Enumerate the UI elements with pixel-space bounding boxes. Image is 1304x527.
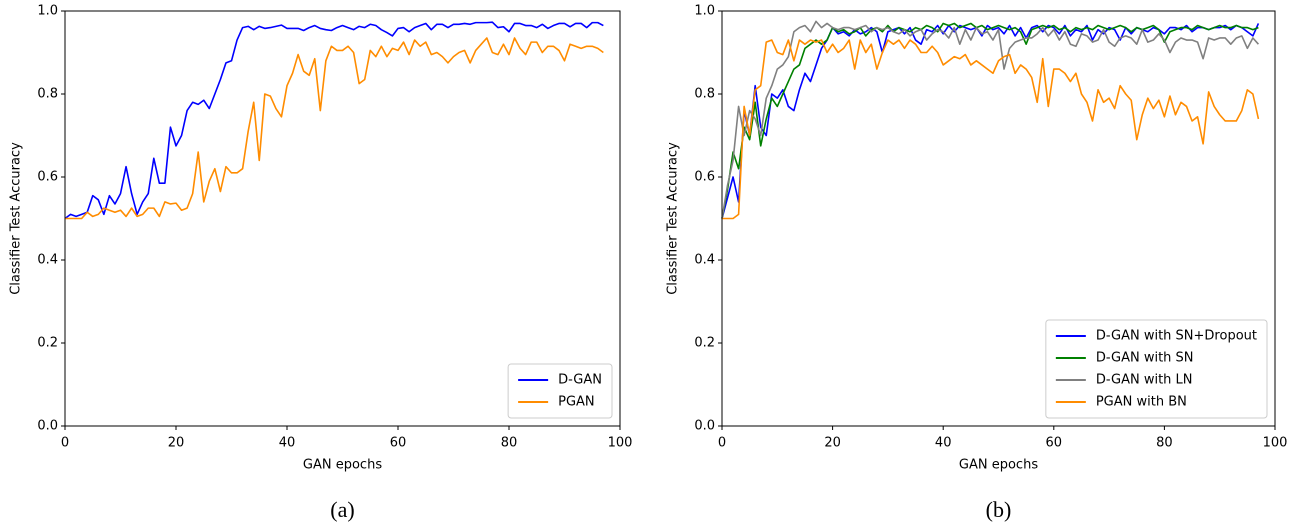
line-series <box>721 23 1260 219</box>
y-tick-label: 1.0 <box>37 4 58 19</box>
x-tick-label: 100 <box>1263 436 1288 451</box>
y-tick-label: 0.0 <box>694 419 715 434</box>
legend-label: D-GAN with LN <box>1096 373 1193 388</box>
x-axis-label: GAN epochs <box>959 458 1038 473</box>
x-tick-label: 0 <box>718 436 726 451</box>
line-series <box>65 37 604 220</box>
line-series <box>721 22 1259 219</box>
plot-frame <box>721 10 1276 427</box>
caption: (a) <box>330 497 354 522</box>
x-tick-label: 0 <box>61 436 69 451</box>
y-axis-label: Classifier Test Accuracy <box>9 142 24 295</box>
line-series <box>721 20 1260 219</box>
legend: D-GAN with SN+Dropout D-GAN with SN D-GAN … <box>1045 319 1268 419</box>
legend-frame <box>1045 319 1268 419</box>
x-axis-label: GAN epochs <box>303 458 382 473</box>
y-tick-label: 0.6 <box>694 170 715 185</box>
x-tick-label: 60 <box>1046 436 1063 451</box>
line-series <box>64 21 604 220</box>
legend-label: D-GAN <box>558 373 602 388</box>
y-tick-label: 0.8 <box>37 87 58 102</box>
y-tick-label: 0.8 <box>694 87 715 102</box>
x-tick-label: 80 <box>501 436 518 451</box>
y-tick-label: 1.0 <box>694 4 715 19</box>
y-tick-label: 0.2 <box>694 336 715 351</box>
caption: (b) <box>986 497 1012 522</box>
legend-label: PGAN with BN <box>1096 395 1187 410</box>
legend-frame <box>507 363 613 419</box>
x-tick-label: 40 <box>279 436 296 451</box>
y-axis-label: Classifier Test Accuracy <box>666 142 681 295</box>
y-tick-label: 0.4 <box>694 253 715 268</box>
x-tick-label: 20 <box>168 436 185 451</box>
legend-label: PGAN <box>558 395 595 410</box>
x-tick-label: 100 <box>608 436 633 451</box>
x-tick-label: 60 <box>390 436 407 451</box>
legend-label: D-GAN with SN+Dropout <box>1096 329 1257 344</box>
line-series <box>722 39 1260 220</box>
y-tick-label: 0.2 <box>37 336 58 351</box>
y-tick-label: 0.4 <box>37 253 58 268</box>
x-tick-label: 80 <box>1156 436 1173 451</box>
legend: D-GAN PGAN <box>507 363 613 419</box>
y-tick-label: 0.6 <box>37 170 58 185</box>
legend-label: D-GAN with SN <box>1096 351 1194 366</box>
y-tick-label: 0.0 <box>37 419 58 434</box>
x-tick-label: 20 <box>824 436 841 451</box>
plot-frame <box>64 10 621 427</box>
x-tick-label: 40 <box>935 436 952 451</box>
